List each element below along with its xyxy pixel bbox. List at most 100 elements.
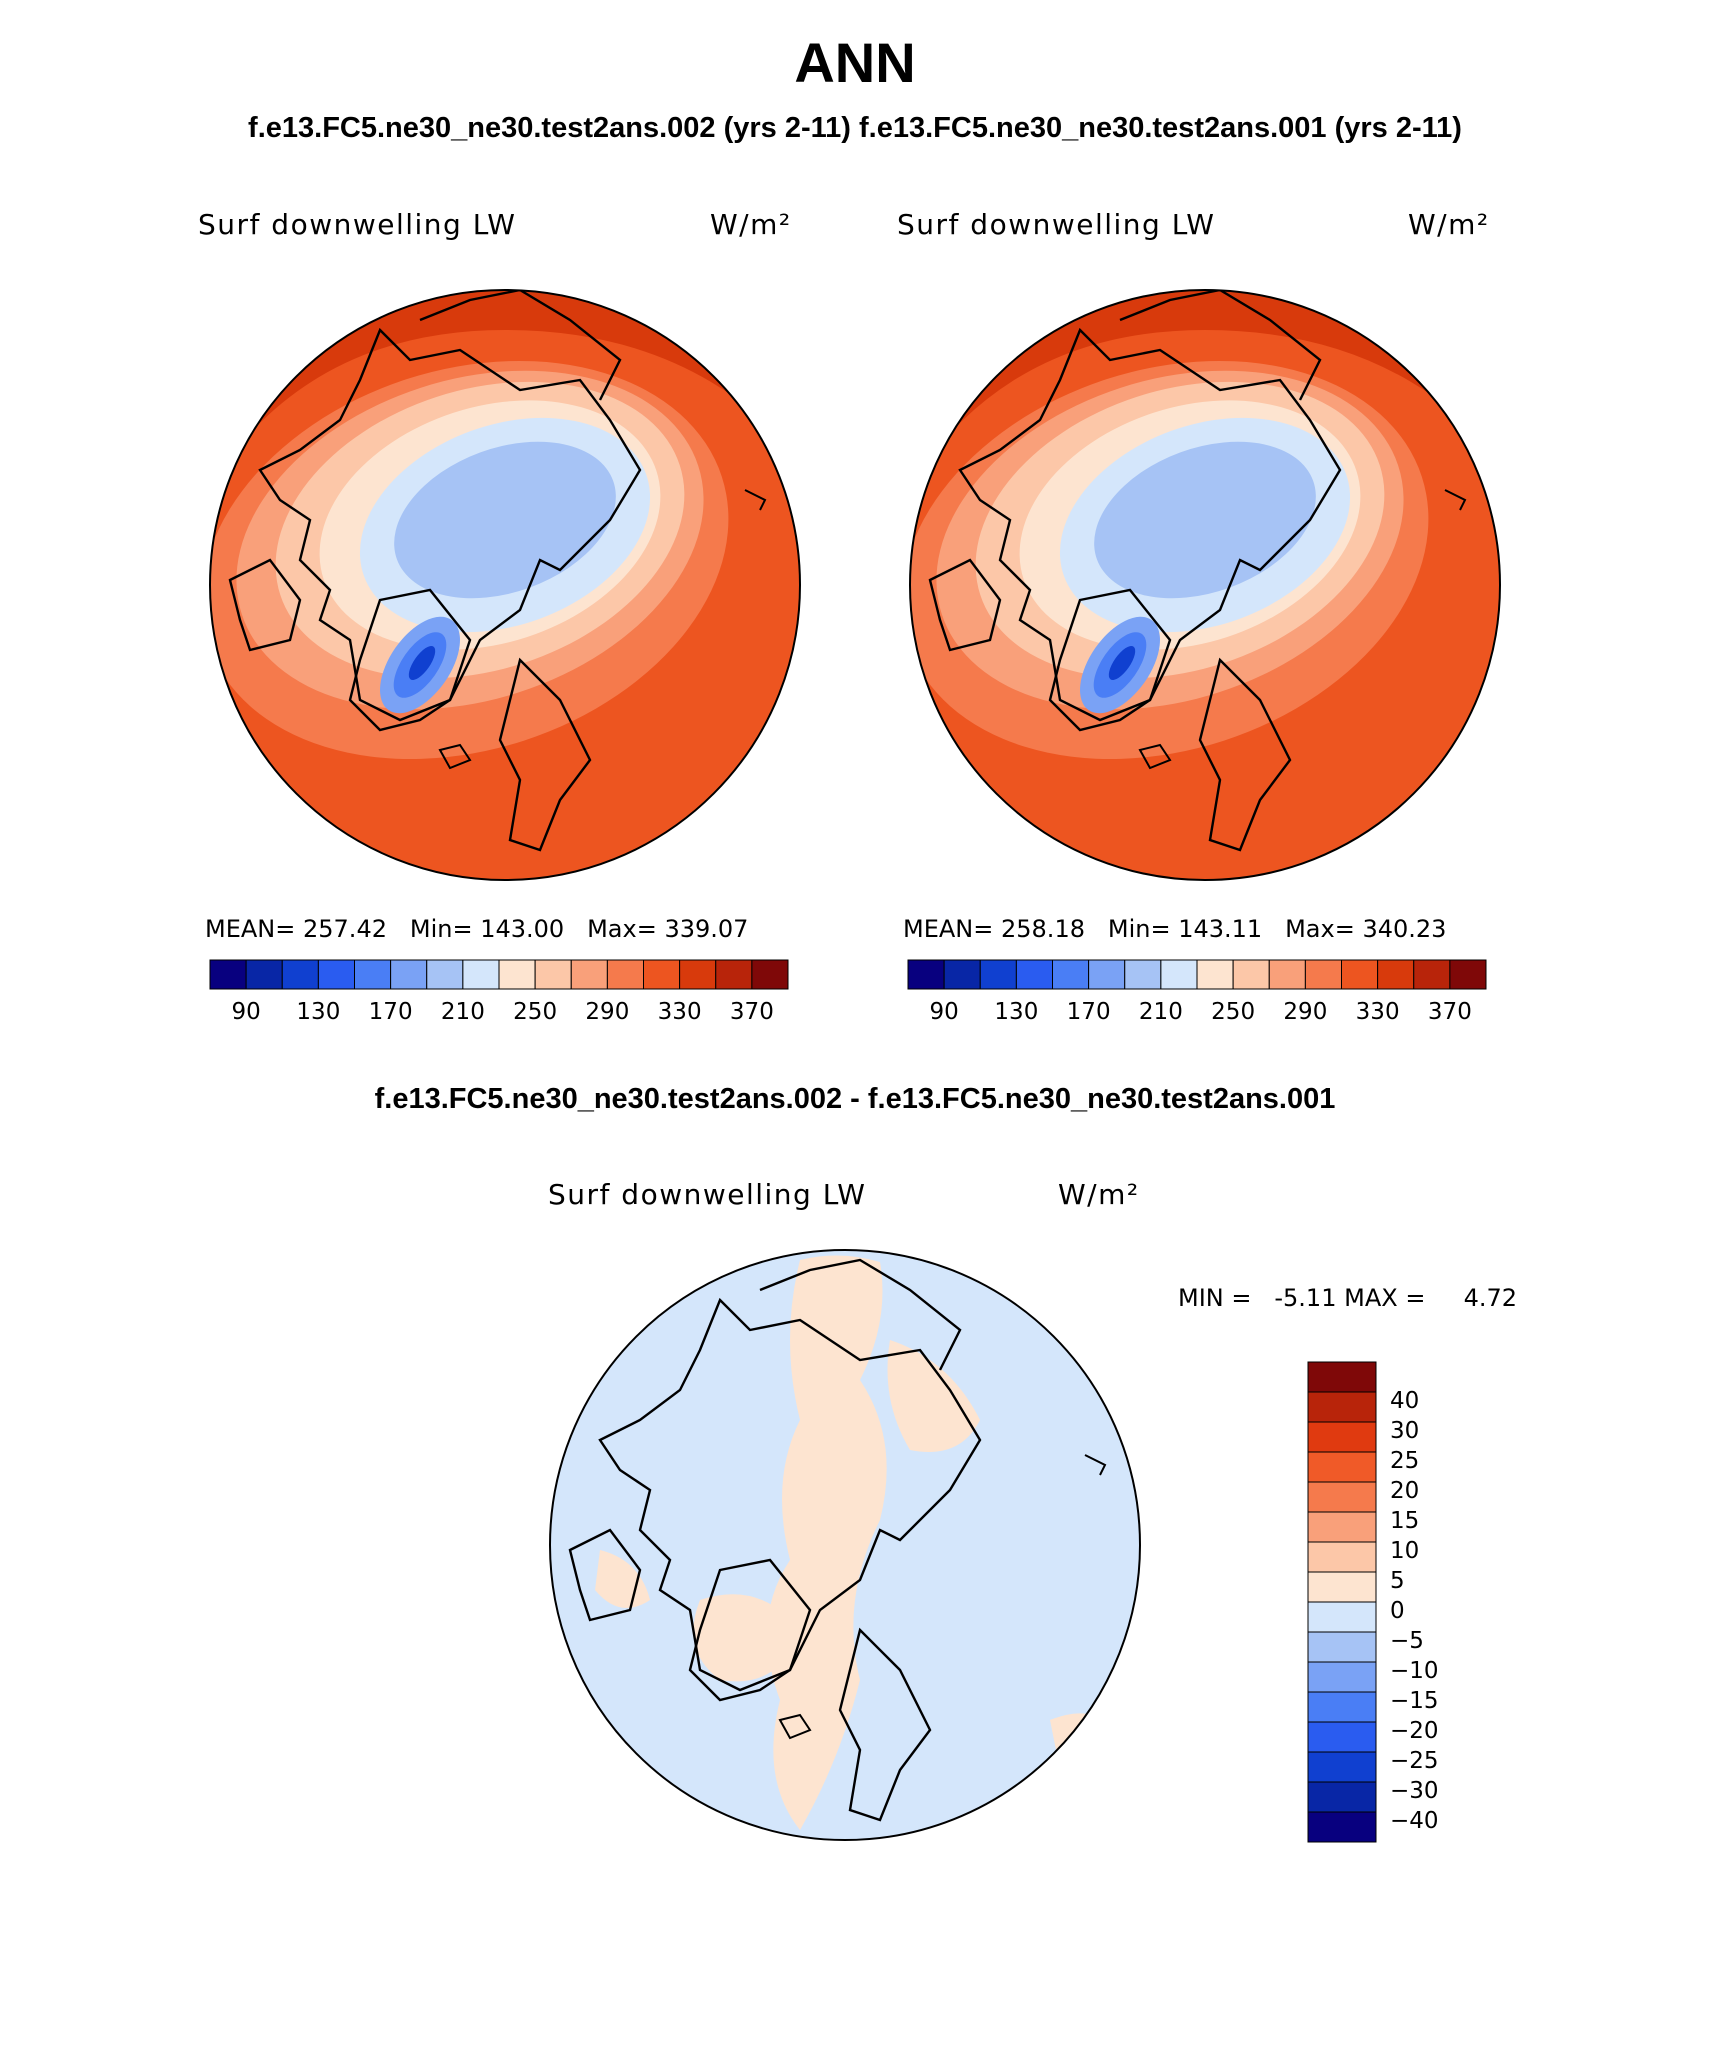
panel2-colorbar-tick-label: 170 [1066,999,1111,1025]
panel1-min-label: Min= [409,915,473,943]
panel1-max-value: 339.07 [664,915,749,943]
diff-colorbar [1307,1361,1377,1843]
panel2-colorbar-tick-label: 290 [1283,999,1328,1025]
panel2-max-label: Max= [1285,915,1355,943]
panel1-colorbar-swatch [245,959,283,990]
panel2-colorbar-tick-label: 130 [994,999,1039,1025]
panel1-colorbar-swatch [498,959,536,990]
panel1-stats: MEAN= 257.42 Min= 143.00 Max= 339.07 [205,915,748,943]
panel2-colorbar-swatch [1341,959,1379,990]
diff-colorbar-tick-label: −25 [1390,1748,1439,1774]
diff-colorbar-swatch [1307,1421,1377,1453]
diff-colorbar-tick-label: −40 [1390,1808,1439,1834]
panel2-colorbar-swatch [1377,959,1415,990]
panel1-colorbar-swatch [643,959,681,990]
diff-colorbar-swatch [1307,1781,1377,1813]
diff-colorbar-tick-label: 5 [1390,1568,1405,1594]
diff-colorbar-swatch [1307,1451,1377,1483]
panel1-colorbar-tick-label: 370 [729,999,774,1025]
panel2-max-value: 340.23 [1362,915,1447,943]
panel1-max-label: Max= [587,915,657,943]
panel1-colorbar-swatch [390,959,428,990]
panel2-colorbar [907,959,1487,990]
panel2-variable-title: Surf downwelling LW [897,208,1216,241]
difference-title: f.e13.FC5.ne30_ne30.test2ans.002 - f.e13… [374,1083,1336,1115]
panel2-colorbar-tick-label: 210 [1138,999,1183,1025]
diff-colorbar-swatch [1307,1631,1377,1663]
diff-colorbar-tick-label: 40 [1390,1388,1420,1414]
panel2-colorbar-swatch [1015,959,1053,990]
panel2-min-label: Min= [1107,915,1171,943]
diff-colorbar-swatch [1307,1571,1377,1603]
diff-colorbar-swatch [1307,1481,1377,1513]
panel1-colorbar-tick-label: 290 [585,999,630,1025]
panel1-colorbar [209,959,789,990]
panel2-colorbar-swatch [979,959,1017,990]
diff-colorbar-tick-label: 15 [1390,1508,1420,1534]
panel2-map [910,290,1500,880]
diff-colorbar-swatch [1307,1751,1377,1783]
panel2-map-border [909,289,1501,881]
panel1-colorbar-tick-label: 210 [440,999,485,1025]
panel2-colorbar-swatch [1088,959,1126,990]
diff-colorbar-tick-label: 25 [1390,1448,1420,1474]
panel2-mean-value: 258.18 [1001,915,1085,943]
panel2-colorbar-tick-label: 250 [1211,999,1256,1025]
diff-map-border [549,1249,1141,1841]
panel1-mean-label: MEAN= [205,915,296,943]
panel1-colorbar-swatch [426,959,464,990]
panel1-map [210,290,800,880]
panel1-colorbar-swatch [570,959,608,990]
diff-colorbar-swatch [1307,1511,1377,1543]
panel1-colorbar-swatch [534,959,572,990]
diff-colorbar-tick-label: −10 [1390,1658,1439,1684]
diff-minmax: MIN = -5.11 MAX = 4.72 [1178,1284,1517,1312]
panel1-colorbar-tick-label: 170 [368,999,413,1025]
panel2-colorbar-tick-label: 370 [1427,999,1472,1025]
panel2-units: W/m² [1408,208,1490,241]
panel1-colorbar-tick-label: 250 [513,999,558,1025]
panel2-colorbar-swatch [1232,959,1270,990]
panel2-colorbar-swatch [1160,959,1198,990]
panel1-min-value: 143.00 [480,915,565,943]
diff-colorbar-swatch [1307,1811,1377,1843]
case-names-header: f.e13.FC5.ne30_ne30.test2ans.002 (yrs 2-… [248,112,1462,144]
panel2-colorbar-swatch [1268,959,1306,990]
panel1-colorbar-swatch [751,959,789,990]
panel2-colorbar-swatch [907,959,945,990]
panel2-colorbar-swatch [1304,959,1342,990]
panel1-colorbar-swatch [679,959,717,990]
diff-max-label: MAX = [1344,1284,1426,1312]
panel2-colorbar-swatch [1124,959,1162,990]
diff-colorbar-tick-label: 20 [1390,1478,1420,1504]
diff-min-label: MIN = [1178,1284,1252,1312]
panel1-mean-value: 257.42 [303,915,387,943]
diff-variable-title: Surf downwelling LW [548,1178,867,1211]
diff-colorbar-swatch [1307,1391,1377,1423]
diff-colorbar-swatch [1307,1601,1377,1633]
panel1-variable-title: Surf downwelling LW [198,208,517,241]
panel1-colorbar-tick-label: 90 [231,999,261,1025]
panel2-stats: MEAN= 258.18 Min= 143.11 Max= 340.23 [903,915,1446,943]
panel2-colorbar-swatch [1413,959,1451,990]
panel2-colorbar-tick-label: 330 [1355,999,1400,1025]
panel1-colorbar-swatch [209,959,247,990]
panel2-colorbar-tick-label: 90 [929,999,959,1025]
diff-min-value: -5.11 [1274,1284,1337,1312]
panel1-units: W/m² [710,208,792,241]
panel2-min-value: 143.11 [1178,915,1263,943]
diff-colorbar-tick-label: −5 [1390,1628,1424,1654]
panel2-colorbar-swatch [1449,959,1487,990]
diff-colorbar-swatch [1307,1661,1377,1693]
diff-map [550,1250,1140,1840]
panel1-colorbar-tick-label: 130 [296,999,341,1025]
panel1-colorbar-swatch [354,959,392,990]
diff-units: W/m² [1058,1178,1140,1211]
panel2-colorbar-swatch [943,959,981,990]
panel1-map-border [209,289,801,881]
diff-colorbar-swatch [1307,1361,1377,1393]
diff-colorbar-swatch [1307,1721,1377,1753]
diff-max-value: 4.72 [1463,1284,1518,1312]
diff-colorbar-tick-label: −15 [1390,1688,1439,1714]
